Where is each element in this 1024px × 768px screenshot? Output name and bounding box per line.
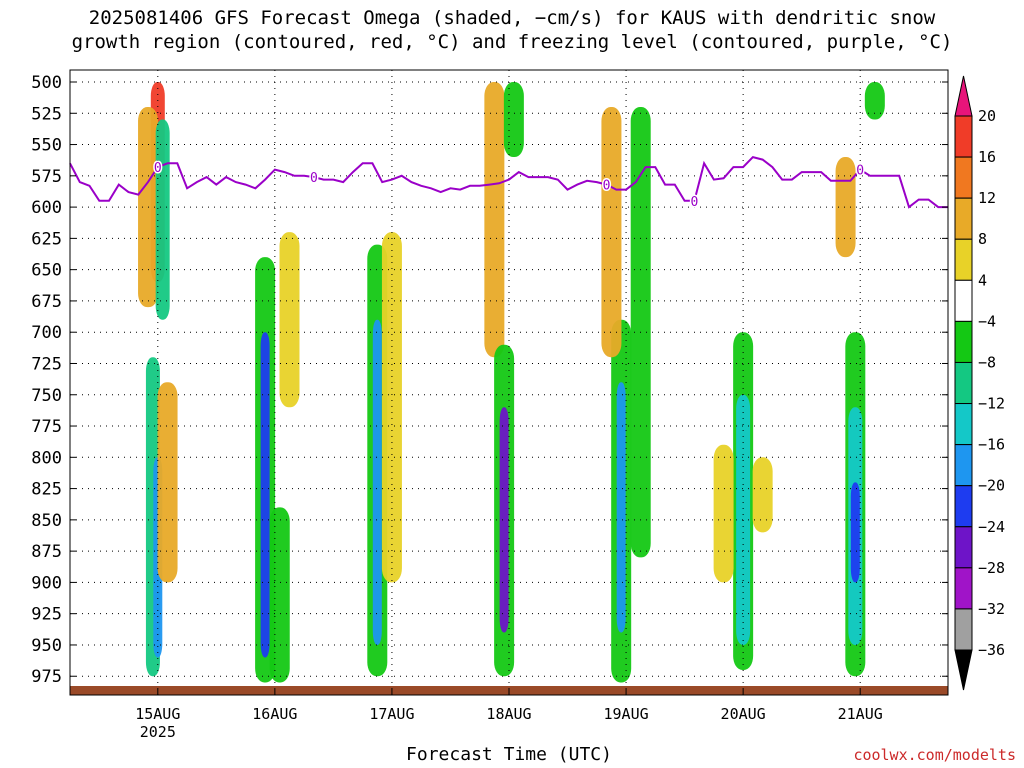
- colorbar-label: 12: [978, 189, 996, 207]
- x-tick-label: 16AUG: [252, 705, 297, 723]
- y-tick-label: 875: [31, 542, 62, 562]
- y-tick-label: 950: [31, 636, 62, 656]
- colorbar-label: −36: [978, 641, 1005, 659]
- omega-cell: [864, 82, 885, 120]
- title-line-1: 2025081406 GFS Forecast Omega (shaded, −…: [88, 7, 936, 29]
- colorbar-swatch: [954, 526, 973, 569]
- colorbar-swatch: [954, 567, 973, 610]
- colorbar-swatch: [954, 444, 973, 487]
- y-tick-label: 775: [31, 417, 62, 437]
- omega-cell: [155, 119, 170, 320]
- y-tick-label: 500: [31, 73, 62, 93]
- credit-text[interactable]: coolwx.com/modelts: [853, 746, 1016, 764]
- colorbar-swatch: [954, 361, 973, 405]
- colorbar: 20 16 12 8 4 −4 −8 −12 −16 −20 −24 −28 −32 −36: [954, 75, 1005, 691]
- omega-cell: [499, 407, 509, 633]
- colorbar-swatch: [954, 403, 973, 446]
- omega-cell: [601, 107, 622, 358]
- x-axis-title: Forecast Time (UTC): [406, 744, 612, 765]
- colorbar-label: 16: [978, 148, 996, 166]
- colorbar-label: −12: [978, 395, 1005, 413]
- y-tick-label: 750: [31, 386, 62, 406]
- y-tick-label: 800: [31, 448, 62, 468]
- omega-cell: [157, 382, 178, 583]
- omega-cell: [616, 382, 626, 633]
- colorbar-label: 4: [978, 271, 987, 289]
- freezing-level-label: 0: [856, 164, 864, 179]
- colorbar-swatch: [954, 485, 973, 528]
- y-tick-label: 975: [31, 667, 62, 687]
- freezing-level-label: 0: [690, 195, 698, 210]
- x-tick-label: 21AUG: [838, 705, 883, 723]
- omega-cell: [381, 232, 402, 583]
- colorbar-top-arrow: [954, 75, 973, 117]
- y-tick-label: 825: [31, 480, 62, 500]
- colorbar-bottom-arrow: [954, 649, 973, 691]
- colorbar-label: −32: [978, 600, 1005, 618]
- freezing-level-label: 0: [310, 171, 318, 186]
- omega-cell: [850, 482, 860, 583]
- grid-lines: [70, 70, 948, 695]
- freezing-level-label: 0: [603, 179, 611, 194]
- x-tick-label: 20AUG: [721, 705, 766, 723]
- x-tick-label: 15AUG: [135, 705, 180, 723]
- y-tick-label: 525: [31, 104, 62, 124]
- omega-cell: [752, 457, 773, 533]
- colorbar-swatch: [954, 279, 973, 322]
- x-tick-label: 18AUG: [486, 705, 531, 723]
- freezing-level-line: [69, 155, 948, 209]
- y-axis: 500 525 550 575 600 625 650 675 700 725 750 775 800 8…: [31, 73, 948, 687]
- colorbar-swatch: [954, 156, 973, 199]
- colorbar-label: −16: [978, 436, 1005, 454]
- y-tick-label: 675: [31, 292, 62, 312]
- y-tick-label: 625: [31, 229, 62, 249]
- y-tick-label: 925: [31, 605, 62, 625]
- y-tick-label: 600: [31, 198, 62, 218]
- colorbar-label: 20: [978, 107, 996, 125]
- omega-cell: [484, 82, 505, 358]
- omega-cell: [269, 507, 290, 683]
- y-tick-label: 725: [31, 354, 62, 374]
- y-tick-label: 575: [31, 167, 62, 187]
- colorbar-label: −24: [978, 518, 1005, 536]
- freezing-level-label: 0: [154, 161, 162, 176]
- y-tick-label: 650: [31, 261, 62, 281]
- colorbar-swatch: [954, 115, 973, 158]
- y-tick-label: 550: [31, 136, 62, 156]
- colorbar-label: −20: [978, 477, 1005, 495]
- y-tick-label: 900: [31, 573, 62, 593]
- colorbar-label: −28: [978, 559, 1005, 577]
- omega-cell: [279, 232, 300, 408]
- omega-cell: [503, 82, 524, 158]
- colorbar-swatch: [954, 320, 973, 363]
- omega-cell: [736, 394, 751, 645]
- omega-cell: [372, 319, 382, 645]
- x-tick-label: 17AUG: [369, 705, 414, 723]
- colorbar-label: 8: [978, 230, 987, 248]
- omega-cell: [713, 444, 734, 583]
- colorbar-swatch: [954, 197, 973, 240]
- x-tick-sublabel: 2025: [140, 723, 176, 741]
- y-tick-label: 850: [31, 511, 62, 531]
- colorbar-label: −4: [978, 312, 996, 330]
- title-line-2: growth region (contoured, red, °C) and f…: [71, 31, 953, 53]
- colorbar-swatch: [954, 238, 973, 281]
- colorbar-label: −8: [978, 353, 996, 371]
- omega-cell: [260, 332, 270, 658]
- colorbar-swatch: [954, 608, 973, 651]
- chart-title: 2025081406 GFS Forecast Omega (shaded, −…: [0, 6, 1024, 54]
- omega-cell: [835, 157, 856, 258]
- y-tick-label: 700: [31, 323, 62, 343]
- x-tick-label: 19AUG: [603, 705, 648, 723]
